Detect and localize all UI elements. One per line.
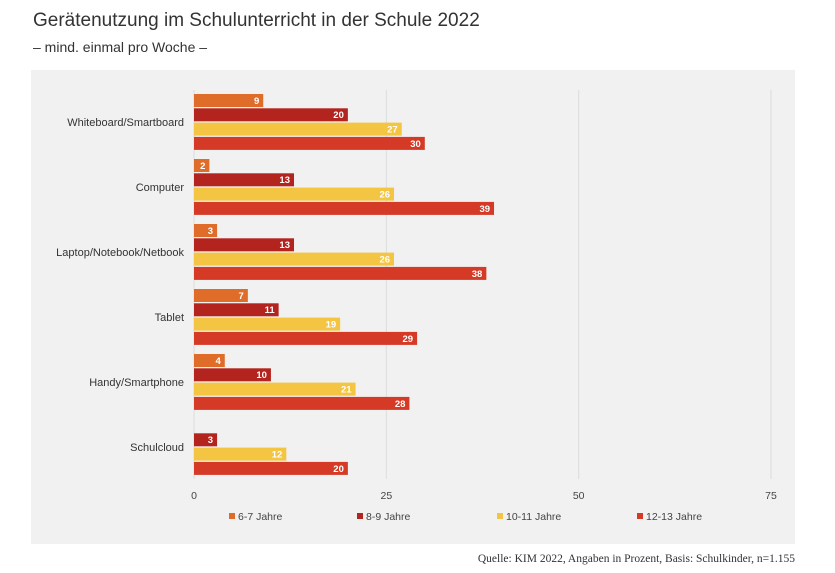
bar	[194, 224, 218, 237]
legend-swatch	[229, 513, 235, 519]
bar	[194, 331, 418, 345]
bar	[194, 433, 218, 447]
bar-value-label: 13	[279, 175, 290, 186]
legend-label: 8-9 Jahre	[366, 511, 411, 523]
bar	[194, 354, 225, 367]
bar-value-label: 3	[208, 435, 213, 446]
bar	[194, 382, 356, 396]
bar	[194, 447, 287, 461]
category-label: Schulcloud	[130, 442, 184, 454]
chart-panel: 9 20 27 30 Whiteboard/Smartboard 2 13 26 39 Compu…	[31, 70, 795, 544]
bar-value-label: 7	[239, 291, 244, 302]
category-label: Whiteboard/Smartboard	[67, 117, 184, 129]
bar	[194, 159, 210, 172]
legend-label: 6-7 Jahre	[238, 511, 283, 523]
legend-swatch	[497, 513, 503, 519]
bar-value-label: 28	[395, 399, 406, 410]
category-label: Handy/Smartphone	[89, 377, 184, 389]
bar	[194, 94, 264, 107]
bar-value-label: 19	[326, 320, 337, 331]
bar-value-label: 9	[254, 96, 259, 107]
bar	[194, 173, 295, 187]
bar	[194, 122, 402, 136]
bar-value-label: 3	[208, 226, 213, 237]
source-note: Quelle: KIM 2022, Angaben in Prozent, Ba…	[477, 553, 795, 565]
bar-value-label: 30	[410, 139, 421, 150]
x-tick-label: 25	[380, 490, 392, 502]
bar	[194, 461, 348, 475]
chart-subtitle: – mind. einmal pro Woche –	[33, 39, 208, 55]
bar-value-label: 21	[341, 385, 352, 396]
bar	[194, 289, 248, 302]
bar	[194, 252, 395, 266]
bar-value-label: 29	[403, 334, 414, 345]
bar-value-label: 13	[279, 240, 290, 251]
bar	[194, 303, 279, 317]
bar-value-label: 26	[379, 190, 390, 201]
bar-value-label: 20	[333, 464, 344, 475]
bar	[194, 108, 348, 122]
bar-value-label: 26	[379, 255, 390, 266]
bar-value-label: 10	[256, 370, 267, 381]
legend-swatch	[357, 513, 363, 519]
bar-value-label: 2	[200, 161, 205, 172]
bar-value-label: 39	[479, 204, 490, 215]
bar-value-label: 27	[387, 125, 398, 136]
legend-swatch	[637, 513, 643, 519]
x-tick-label: 75	[765, 490, 777, 502]
bar	[194, 238, 295, 252]
bar-value-label: 38	[472, 269, 483, 280]
bar-value-label: 20	[333, 110, 344, 121]
x-tick-label: 50	[573, 490, 585, 502]
bar-chart: 9202730Whiteboard/Smartboard2132639Compu…	[56, 90, 777, 523]
bar	[194, 187, 395, 201]
bar-value-label: 11	[265, 305, 276, 316]
bar	[194, 201, 495, 215]
bar-value-label: 12	[272, 450, 283, 461]
category-label: Computer	[136, 182, 185, 194]
category-label: Tablet	[155, 312, 184, 324]
bar	[194, 136, 425, 150]
x-tick-label: 0	[191, 490, 197, 502]
category-label: Laptop/Notebook/Netbook	[56, 247, 184, 259]
bar	[194, 266, 487, 280]
bar	[194, 368, 271, 382]
bar-value-label: 4	[215, 356, 221, 367]
legend-label: 10-11 Jahre	[506, 511, 561, 523]
chart-title: Gerätenutzung im Schulunterricht in der …	[33, 10, 480, 31]
bar	[194, 317, 341, 331]
legend-label: 12-13 Jahre	[646, 511, 702, 523]
bar	[194, 396, 410, 410]
